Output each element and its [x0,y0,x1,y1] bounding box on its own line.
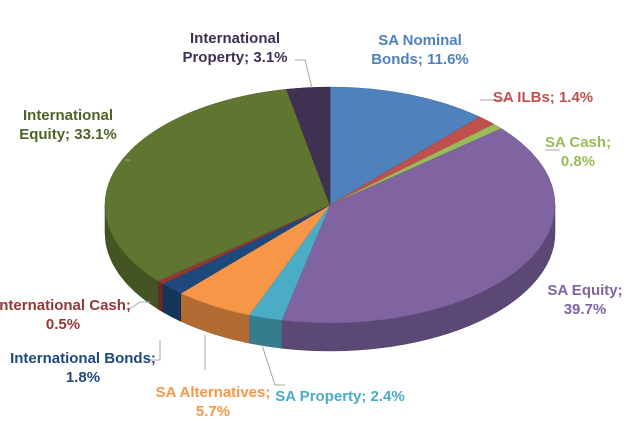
label-content: International Cash; 0.5% [0,296,133,335]
category-label: International Bonds; [10,349,156,367]
data-label: SA Alternatives; 5.7% [153,367,273,437]
value-label: 11.6% [427,51,469,68]
label-text: SA Property; 2.4% [265,374,415,420]
label-content: International Equity; 33.1% [0,106,138,145]
leader-line [295,59,313,89]
data-label: SA ILBs; 1.4% [463,88,623,108]
data-label: SA Property; 2.4% [265,374,415,420]
value-label: 0.5% [45,316,81,333]
slice [157,204,331,313]
category-label: SA Alternatives; [155,383,271,401]
label-text: SA Nominal Bonds; 11.6% [360,17,480,83]
data-label: International Cash; 0.5% [0,292,133,338]
data-label: International Property; 3.1% [170,15,300,81]
category-label: SA Cash; [544,133,612,151]
label-text: International Bonds; 1.8% [8,345,158,391]
label-content: International Bonds; 1.8% [8,349,158,388]
slice [281,128,556,352]
slice [329,86,481,206]
category-label: International Cash; [0,296,131,314]
leader-line [127,301,150,311]
slice-side [157,280,164,313]
slice [248,204,331,349]
label-text: International Cash; 0.5% [0,292,133,338]
data-label: SA Equity; 39.7% [530,277,630,323]
data-label: International Equity; 33.1% [0,90,138,160]
label-content: SA Alternatives; 5.7% [153,383,273,422]
slice-side [248,314,282,349]
value-label: 3.1% [253,49,288,66]
slice-top [281,128,556,324]
label-text: International Equity; 33.1% [0,90,138,160]
data-label: SA Cash; 0.8% [533,129,623,175]
label-content: SA Nominal Bonds; 11.6% [360,31,480,70]
value-label: 39.7% [563,301,607,318]
value-label: 1.8% [65,369,101,386]
category-label: SA Equity; [547,281,623,299]
label-text: SA Alternatives; 5.7% [153,367,273,437]
leader-line [150,340,161,361]
slice [286,86,331,206]
value-label: 0.8% [560,153,596,170]
value-label: 5.7% [195,403,231,420]
label-text: International Property; 3.1% [170,15,300,81]
value-label: 2.4% [370,388,405,406]
label-content: SA Cash; 0.8% [533,133,623,172]
category-label: SA ILBs; [492,89,555,107]
category-label: SA Property; [275,388,367,406]
slice-top [329,86,481,206]
slice-top [104,88,331,282]
slice [104,88,331,310]
category-label: International Property; [182,29,280,67]
label-content: SA Equity; 39.7% [530,281,630,320]
label-content: International Property; 3.1% [170,29,300,68]
slice-top [286,86,331,206]
label-content: SA Property; 2.4% [275,387,405,407]
category-label: International Equity; [19,106,113,144]
value-label: 33.1% [74,126,117,143]
label-text: SA Equity; 39.7% [530,277,630,323]
label-text: SA Cash; 0.8% [533,129,623,175]
data-label: International Bonds; 1.8% [8,345,158,391]
value-label: 1.4% [558,89,594,107]
label-text: SA ILBs; 1.4% [463,88,623,108]
label-content: SA ILBs; 1.4% [493,88,593,108]
data-label: SA Nominal Bonds; 11.6% [360,17,480,83]
leader-line [261,344,285,386]
category-label: SA Nominal Bonds; [371,31,462,69]
